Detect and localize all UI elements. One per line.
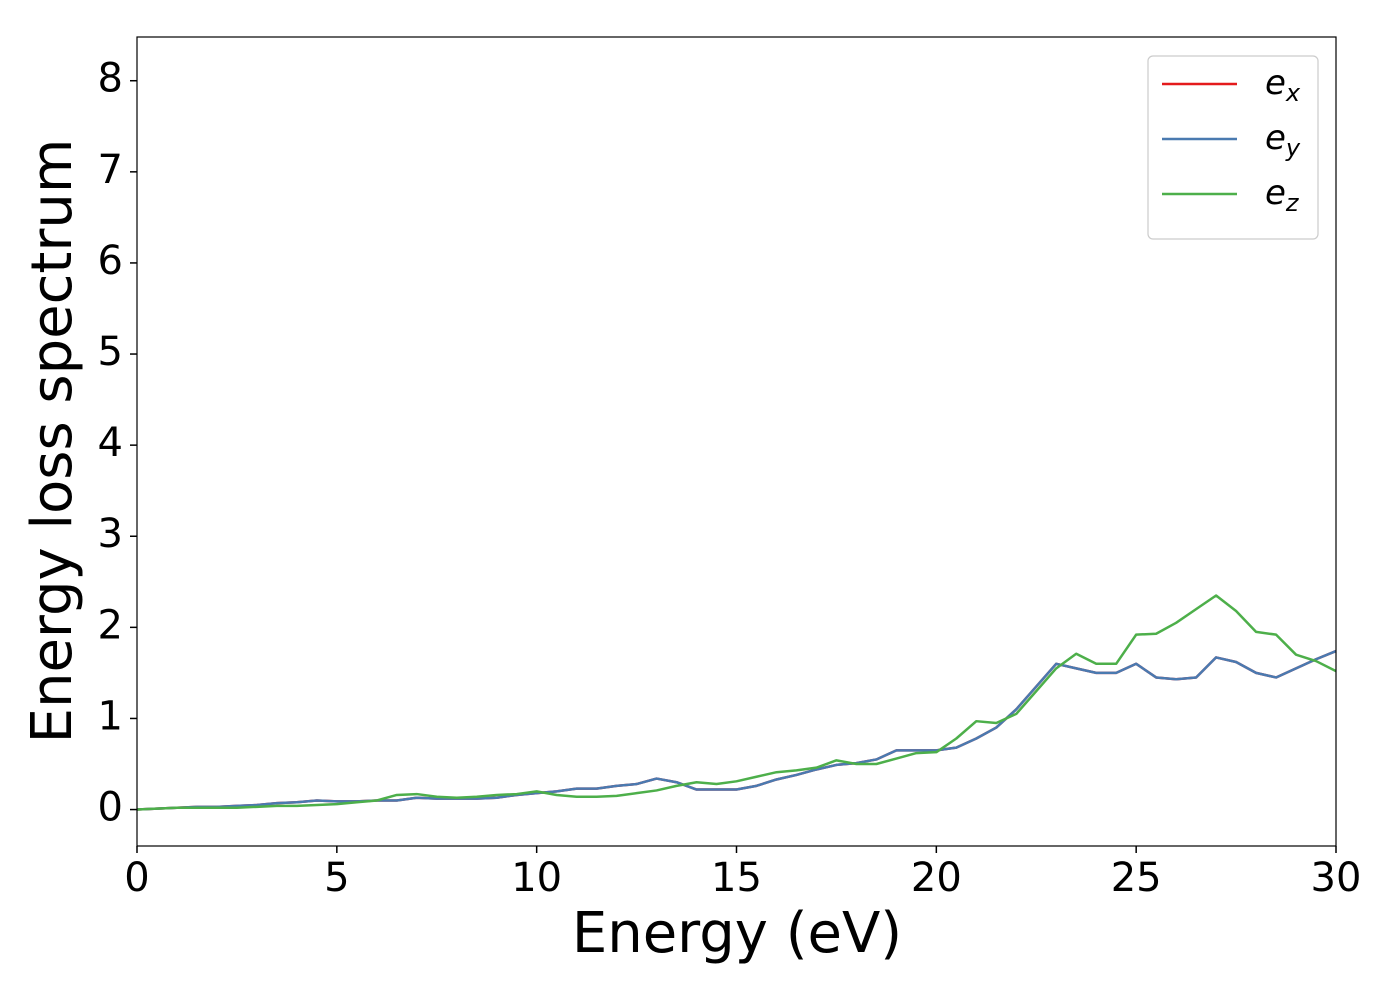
y-tick-label: 8 <box>98 56 123 102</box>
legend-label: ez <box>1265 173 1300 218</box>
legend-label-part: y <box>1285 134 1301 162</box>
y-tick-label: 5 <box>98 329 123 375</box>
legend-label: ey <box>1265 118 1301 163</box>
legend-label-part: z <box>1285 189 1300 217</box>
legend-label-part: x <box>1285 79 1301 107</box>
x-tick-label: 10 <box>511 855 562 901</box>
y-axis-label: Energy loss spectrum <box>20 139 85 744</box>
x-tick-label: 0 <box>124 855 149 901</box>
y-tick-label: 7 <box>98 147 123 193</box>
y-tick-label: 2 <box>98 602 123 648</box>
x-axis-label: Energy (eV) <box>572 901 902 966</box>
y-tick-label: 6 <box>98 238 123 284</box>
x-tick-label: 30 <box>1311 855 1362 901</box>
data-line <box>136 649 1337 811</box>
legend-label-part: e <box>1265 118 1286 158</box>
x-tick-label: 25 <box>1111 855 1162 901</box>
data-line <box>136 594 1337 811</box>
y-tick-label: 4 <box>98 420 123 466</box>
y-tick-label: 0 <box>98 785 123 831</box>
legend-label-part: e <box>1265 173 1286 213</box>
legend-label-part: e <box>1265 63 1286 103</box>
plot-frame <box>136 36 1337 847</box>
data-line <box>136 649 1337 811</box>
x-tick-label: 20 <box>911 855 962 901</box>
y-tick-label: 3 <box>98 511 123 557</box>
x-tick-label: 5 <box>324 855 349 901</box>
legend-label: ex <box>1265 63 1301 108</box>
x-tick-label: 15 <box>711 855 762 901</box>
y-tick-label: 1 <box>98 693 123 739</box>
